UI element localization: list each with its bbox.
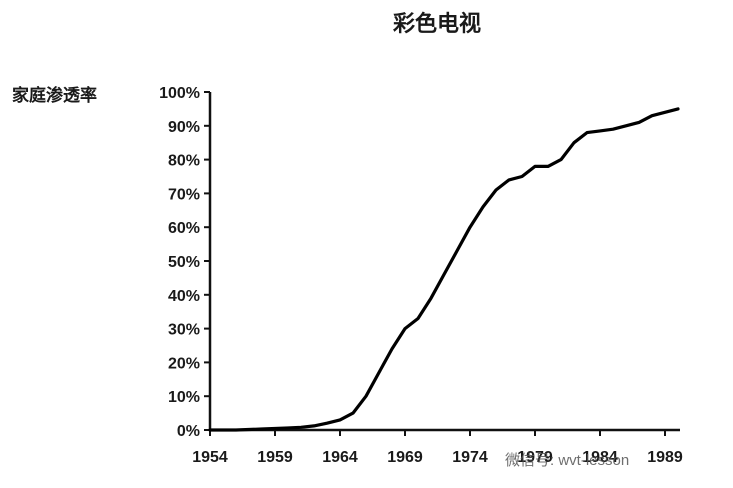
y-axis-ticks: 0% 10% 20% 30% 40% 50% 60% 70% 80% 90% 100% (159, 85, 210, 440)
y-tick-label: 90% (168, 119, 200, 136)
x-tick-label: 1989 (647, 449, 683, 466)
x-tick-label: 1964 (322, 449, 358, 466)
y-tick-label: 20% (168, 355, 200, 372)
y-tick-label: 60% (168, 220, 200, 237)
x-tick-label: 1959 (257, 449, 293, 466)
y-tick-label: 80% (168, 153, 200, 170)
y-tick-label: 70% (168, 186, 200, 203)
x-tick-label: 1954 (192, 449, 228, 466)
x-tick-label: 1969 (387, 449, 423, 466)
y-tick-label: 50% (168, 254, 200, 271)
y-tick-label: 30% (168, 322, 200, 339)
y-axis-label: 家庭渗透率 (12, 85, 97, 106)
y-tick-label: 10% (168, 389, 200, 406)
series-line (208, 107, 680, 432)
y-tick-label: 100% (159, 85, 200, 102)
x-tick-label: 1974 (452, 449, 488, 466)
y-tick-label: 40% (168, 288, 200, 305)
x-tick-label: 1984 (582, 449, 618, 466)
x-axis-ticks: 1954 1959 1964 1969 1974 1979 1984 1989 (192, 430, 683, 466)
x-tick-label: 1979 (517, 449, 553, 466)
y-tick-label: 0% (177, 423, 200, 440)
watermark: 微信号: wvt-lesson (505, 452, 629, 469)
chart-title: 彩色电视 (392, 11, 481, 37)
